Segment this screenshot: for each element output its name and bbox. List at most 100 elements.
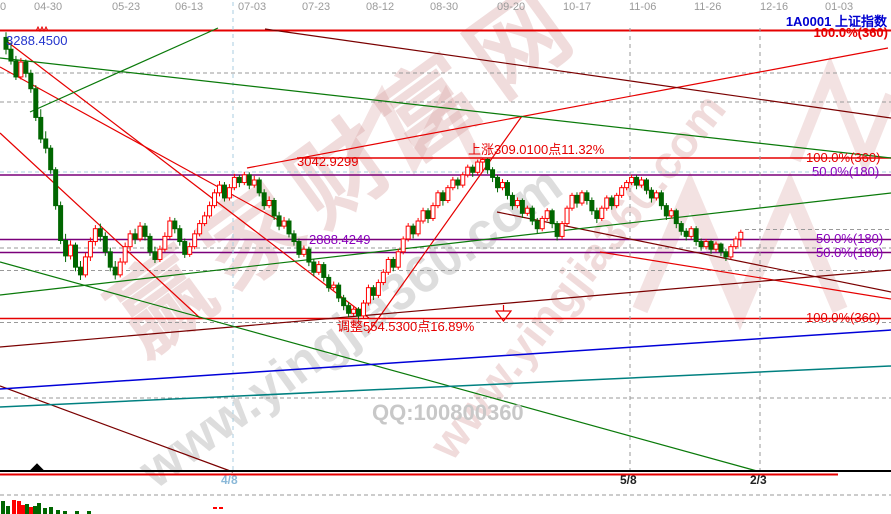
candle-body (619, 187, 625, 196)
candle-body (38, 116, 44, 140)
candle-body (316, 264, 322, 273)
candle-body (97, 228, 103, 237)
candle-body (192, 233, 198, 248)
date-axis-label: 08-30 (430, 1, 459, 13)
candle-body (693, 228, 699, 243)
date-axis-label: 11-26 (694, 1, 722, 13)
candle-body (212, 192, 218, 207)
volume-bar (21, 505, 25, 514)
candle-body (614, 194, 620, 207)
chart-line (0, 365, 891, 408)
candle-body (351, 308, 357, 314)
price-label-2888: 2888.4249 (309, 232, 371, 247)
candle-body (708, 241, 714, 250)
candle-body (266, 200, 272, 207)
candle-body (594, 210, 600, 219)
candle-body (365, 287, 371, 304)
candle-body (440, 192, 446, 202)
chart-line (264, 28, 891, 119)
candle-body (490, 169, 496, 178)
candle-body (28, 72, 34, 90)
candle-body (346, 305, 352, 314)
candle-body (673, 210, 679, 225)
candle-body (276, 215, 282, 227)
candle-body (544, 210, 550, 219)
qq-contact-label: QQ:100800360 (372, 400, 524, 425)
pct-label-100-bottom: 100.0%(360) (806, 310, 881, 325)
candle-body (117, 261, 123, 276)
candle-body (663, 205, 669, 217)
date-axis-label: 0 (0, 1, 7, 13)
candle-body (480, 158, 486, 163)
candle-body (18, 61, 24, 78)
candle-body (356, 308, 362, 317)
candle-body (336, 284, 342, 299)
candle-body (251, 179, 257, 186)
candle-body (713, 243, 719, 250)
candle-body (68, 244, 74, 257)
candle-body (77, 266, 83, 276)
candle-body (703, 241, 709, 248)
candle-body (341, 297, 347, 307)
candle-body (326, 276, 332, 289)
candle-body (370, 287, 376, 296)
chart-line (367, 115, 523, 334)
candle-body (624, 182, 630, 189)
candle-body (33, 88, 39, 118)
date-axis-label: 10-17 (563, 1, 592, 13)
candle-body (465, 166, 471, 176)
candle-body (430, 205, 436, 219)
candle-body (500, 182, 505, 189)
date-axis-label: 05-23 (112, 1, 141, 13)
candle-body (415, 220, 421, 235)
candle-body (3, 36, 9, 50)
candle-body (306, 248, 312, 263)
candle-body (574, 194, 580, 204)
candle-body (485, 158, 491, 171)
candle-body (147, 235, 153, 253)
candle-body (524, 207, 530, 214)
volume-bar (75, 511, 79, 514)
pct-label-100-top: 100.0%(360) (806, 150, 881, 165)
volume-bar (29, 507, 33, 514)
chart-line (0, 57, 891, 159)
candle-body (514, 200, 520, 207)
candle-body (177, 228, 183, 243)
candle-body (584, 192, 590, 202)
candle-body (400, 238, 406, 253)
volume-bar (25, 504, 29, 514)
date-axis-label: 07-03 (238, 1, 267, 13)
squiggle-marker (35, 25, 49, 33)
candle-body (202, 215, 208, 225)
candle-body (733, 238, 739, 248)
candle-body (127, 233, 133, 248)
candle-body (301, 248, 307, 255)
candle-body (609, 197, 615, 207)
volume-bar (37, 503, 41, 514)
watermark-zigzag (789, 55, 891, 177)
candle-body (629, 176, 635, 184)
candle-body (549, 210, 555, 225)
candle-body (678, 223, 684, 232)
candle-body (559, 223, 565, 237)
chart-line (0, 66, 281, 222)
candle-body (738, 231, 744, 240)
price-label-3288: 3288.4500 (6, 33, 68, 48)
candle-body (698, 241, 704, 248)
candle-body (107, 251, 113, 268)
candle-body (137, 225, 143, 240)
candle-body (182, 241, 188, 255)
gann-time-label-58: 5/8 (620, 473, 637, 487)
candle-body (142, 225, 148, 237)
volume-bar (49, 507, 53, 514)
candle-body (653, 192, 659, 199)
candle-body (231, 176, 237, 189)
candle-body (385, 258, 391, 273)
volume-bar (1, 501, 5, 514)
candle-body (554, 223, 560, 237)
candle-body (43, 138, 49, 149)
candle-body (723, 251, 729, 258)
candle-body (112, 266, 118, 276)
